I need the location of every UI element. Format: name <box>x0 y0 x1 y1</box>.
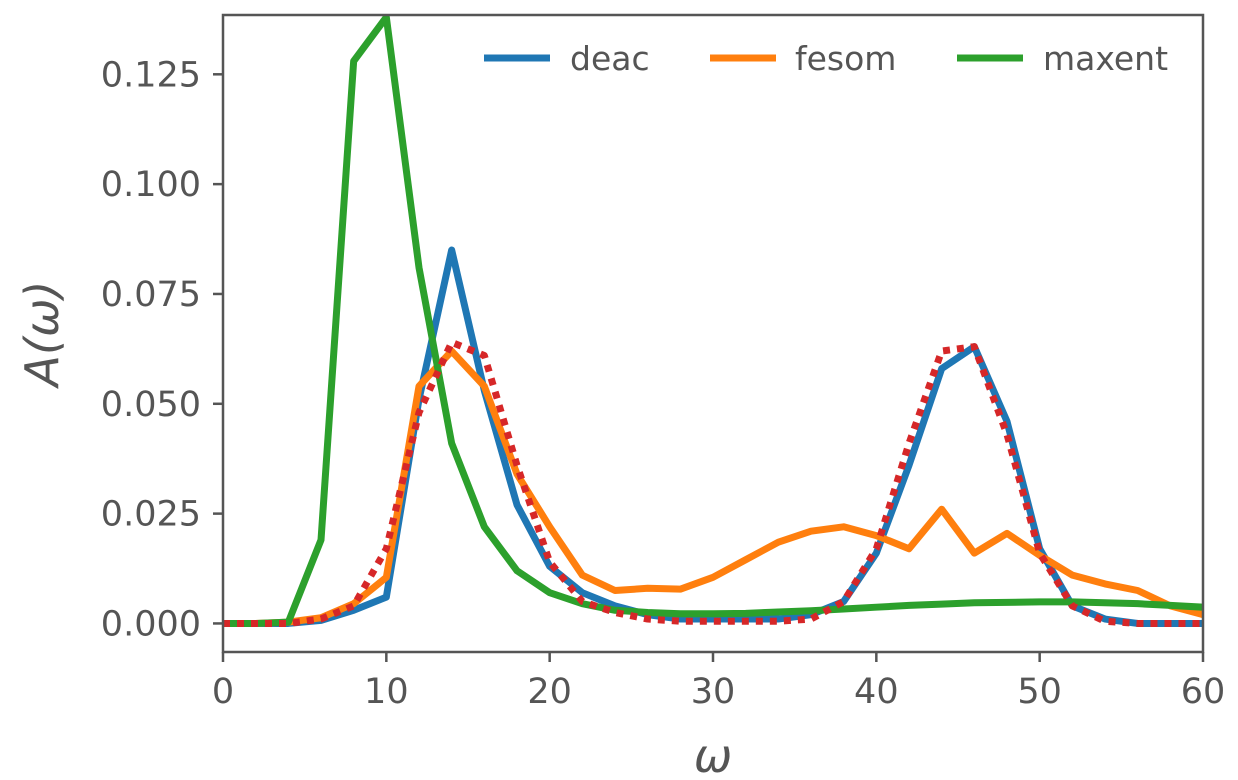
x-tick-label: 50 <box>1017 672 1062 712</box>
legend-label-maxent: maxent <box>1043 39 1168 78</box>
y-tick-label: 0.000 <box>101 604 201 644</box>
plot-lines <box>223 15 1203 627</box>
y-tick-label: 0.125 <box>101 55 201 95</box>
legend-label-deac: deac <box>570 39 650 78</box>
y-axis-ticks: 0.000 0.025 0.050 0.075 0.100 0.125 <box>101 55 223 644</box>
y-tick-label: 0.050 <box>101 385 201 425</box>
x-tick-label: 0 <box>212 672 234 712</box>
x-tick-label: 60 <box>1181 672 1226 712</box>
x-tick-label: 40 <box>854 672 899 712</box>
x-axis-ticks: 0 10 20 30 40 50 60 <box>212 652 1225 712</box>
legend-label-fesom: fesom <box>795 39 896 78</box>
legend: deac fesom maxent <box>484 39 1168 78</box>
series-line-fesom <box>223 347 1203 627</box>
x-tick-label: 30 <box>691 672 736 712</box>
y-axis-label: A(ω) <box>15 281 69 390</box>
y-tick-label: 0.075 <box>101 275 201 315</box>
y-tick-label: 0.025 <box>101 495 201 535</box>
x-axis-label: ω <box>694 729 733 780</box>
x-tick-label: 10 <box>364 672 409 712</box>
x-tick-label: 20 <box>527 672 572 712</box>
series-line-reference-3 <box>223 338 1203 627</box>
y-tick-label: 0.100 <box>101 165 201 205</box>
plot-frame <box>221 13 1205 654</box>
series-line-maxent <box>223 15 1203 627</box>
